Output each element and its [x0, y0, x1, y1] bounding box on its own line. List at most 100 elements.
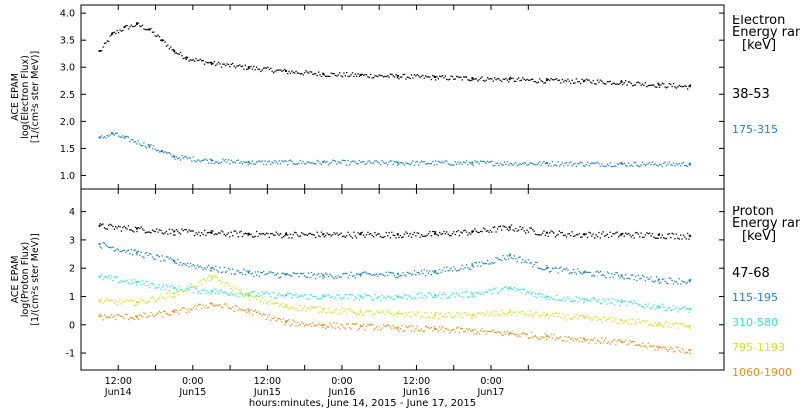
data-point: [141, 256, 144, 258]
data-point: [260, 161, 262, 163]
data-point-key: [620, 80, 623, 83]
data-point: [389, 237, 392, 239]
data-point: [582, 315, 585, 317]
data-point: [346, 323, 348, 325]
data-point: [572, 82, 575, 84]
data-point: [641, 274, 644, 276]
data-point: [498, 331, 500, 333]
data-point: [637, 165, 639, 167]
data-point: [484, 161, 486, 163]
data-point: [515, 311, 517, 313]
data-point: [643, 236, 645, 238]
data-point: [408, 312, 410, 314]
data-point: [318, 235, 320, 237]
data-point-key: [173, 311, 176, 313]
data-point: [139, 314, 141, 316]
series-proton-1060-1900: [98, 302, 692, 355]
data-point: [322, 326, 324, 328]
data-point: [671, 323, 673, 325]
y-axis-label-proton: log(Proton Flux): [20, 242, 31, 317]
data-point: [678, 162, 680, 165]
data-point: [423, 235, 425, 237]
data-point: [189, 262, 192, 265]
data-point: [564, 335, 566, 338]
data-point: [592, 79, 594, 82]
data-point: [539, 315, 541, 318]
data-point: [572, 268, 575, 271]
data-point: [661, 234, 663, 236]
data-point: [419, 76, 421, 78]
data-point: [278, 318, 280, 320]
data-point: [318, 273, 320, 275]
data-point: [536, 82, 538, 84]
data-point: [494, 261, 496, 264]
data-point: [399, 162, 401, 164]
data-point: [663, 237, 665, 239]
data-point: [315, 236, 317, 239]
data-point: [247, 164, 249, 166]
data-point: [547, 267, 549, 269]
data-point: [512, 332, 514, 335]
proton-legend-item-1060-1900: 1060-1900: [732, 366, 792, 379]
data-point: [188, 156, 190, 159]
data-point: [284, 306, 286, 308]
data-point: [430, 312, 432, 314]
data-point-key: [210, 231, 213, 234]
data-point: [539, 234, 541, 236]
data-point: [501, 229, 503, 231]
data-point: [179, 288, 182, 290]
data-point: [623, 82, 625, 84]
data-point: [365, 294, 368, 297]
data-point: [167, 152, 169, 154]
data-point: [336, 277, 338, 279]
data-point: [146, 316, 148, 318]
data-point: [458, 293, 461, 296]
data-point: [164, 311, 166, 313]
data-point: [436, 328, 438, 330]
data-point: [295, 325, 297, 327]
data-point: [611, 341, 613, 343]
data-point: [281, 321, 283, 323]
data-point: [272, 292, 275, 294]
data-point: [529, 262, 531, 264]
data-point: [377, 233, 379, 235]
data-point: [596, 79, 599, 81]
data-point: [137, 250, 139, 253]
data-point: [334, 327, 337, 329]
data-point: [641, 236, 644, 238]
data-point: [239, 162, 241, 164]
data-point: [408, 272, 410, 274]
data-point: [398, 78, 400, 80]
data-point: [409, 163, 411, 166]
data-point: [456, 312, 458, 314]
data-point: [646, 320, 648, 322]
data-point: [537, 315, 539, 317]
data-point: [591, 339, 593, 341]
data-point: [643, 320, 645, 322]
data-point: [506, 313, 508, 315]
data-point: [157, 286, 159, 288]
data-point: [343, 311, 345, 313]
data-point: [301, 72, 303, 75]
data-point: [336, 308, 338, 310]
data-point: [178, 53, 180, 55]
data-point: [433, 231, 435, 233]
data-point: [418, 164, 420, 166]
data-point: [322, 294, 324, 296]
data-point: [541, 314, 544, 316]
data-point: [188, 311, 190, 313]
data-point: [406, 326, 408, 329]
data-point: [192, 156, 194, 158]
data-point: [496, 331, 499, 333]
data-point: [637, 344, 639, 346]
data-point: [354, 277, 356, 279]
data-point: [334, 276, 337, 278]
data-point: [313, 306, 315, 308]
data-point: [336, 294, 338, 296]
data-point: [127, 28, 130, 30]
data-point: [194, 160, 196, 162]
data-point-key: [185, 56, 188, 59]
data-point: [433, 164, 435, 166]
data-point: [634, 84, 637, 86]
data-point: [646, 305, 648, 307]
